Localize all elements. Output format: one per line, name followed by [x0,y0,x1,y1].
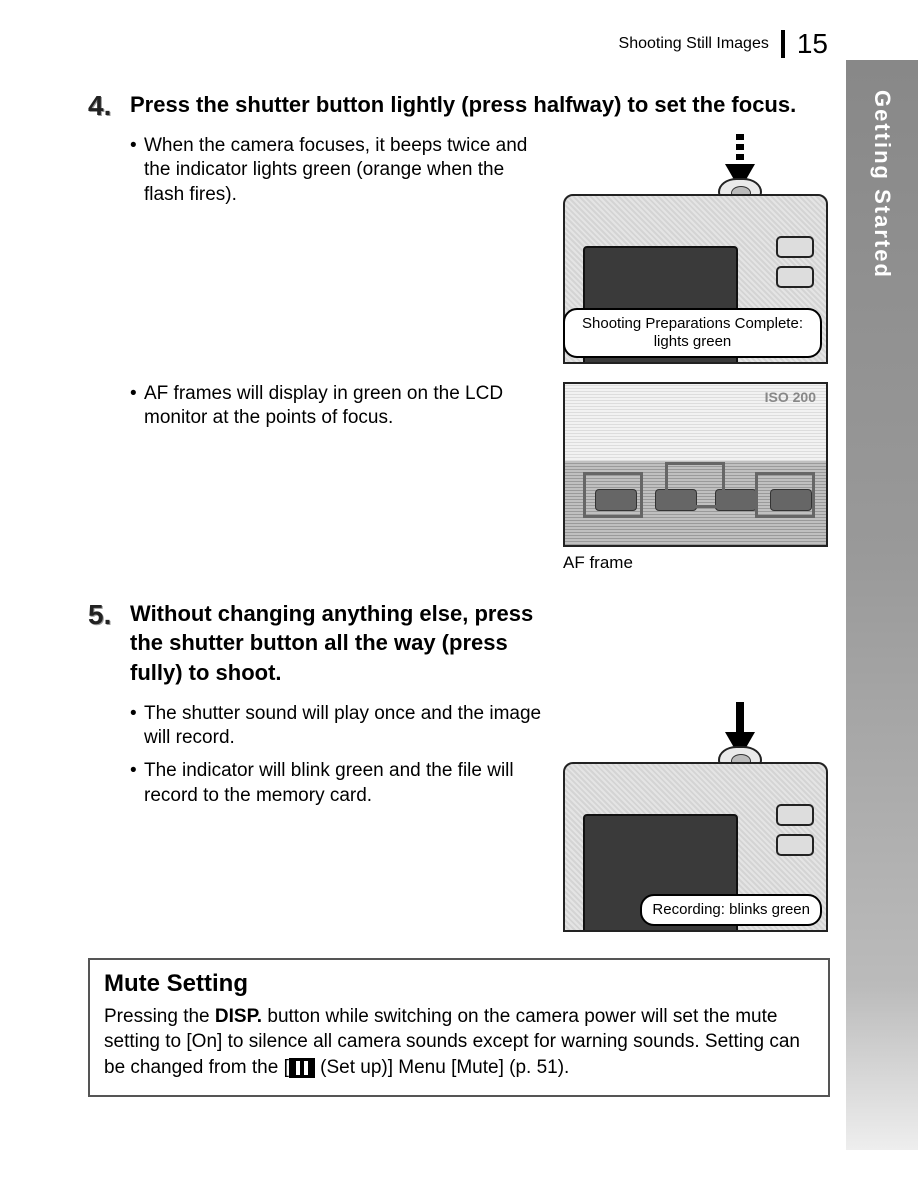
bullet: • AF frames will display in green on the… [130,382,545,431]
bullet-dot: • [130,134,144,208]
bullet-dot: • [130,382,144,431]
camera-button-icon [776,834,814,856]
mute-text: Pressing the DISP. button while switchin… [104,1004,814,1081]
step-5: 5. Without changing anything else, press… [88,599,828,932]
step-4-body-row1: • When the camera focuses, it beeps twic… [130,134,828,364]
bullet: • The indicator will blink green and the… [130,759,545,808]
header-divider [781,30,785,58]
step-5-heading: Without changing anything else, press th… [130,599,550,688]
bullet-text: The shutter sound will play once and the… [144,702,545,751]
step-4-text-1: • When the camera focuses, it beeps twic… [130,134,545,364]
step-4-figure-lcd: ISO 200 AF frame [563,382,828,573]
page-content: 4. Press the shutter button lightly (pre… [88,90,828,1097]
bullet-text: AF frames will display in green on the L… [144,382,545,431]
step-5-figure-camera: Recording: blinks green [563,702,828,932]
step-4-text-2: • AF frames will display in green on the… [130,382,545,573]
mute-disp-label: DISP. [215,1006,262,1027]
bullet-dot: • [130,702,144,751]
step-4: 4. Press the shutter button lightly (pre… [88,90,828,573]
bullet: • The shutter sound will play once and t… [130,702,545,751]
step-4-heading: Press the shutter button lightly (press … [130,90,828,120]
callout-shooting-prep: Shooting Preparations Complete: lights g… [563,308,822,358]
step-5-number: 5. [88,599,111,631]
setup-icon [289,1058,315,1078]
side-tab: Getting Started [846,60,918,1150]
step-4-body-row2: • AF frames will display in green on the… [130,382,828,573]
camera-button-icon [776,236,814,258]
camera-button-icon [776,266,814,288]
page-number: 15 [797,28,828,60]
step-5-body: • The shutter sound will play once and t… [130,702,828,932]
bullet-text: The indicator will blink green and the f… [144,759,545,808]
mute-text-pre: Pressing the [104,1006,215,1027]
callout-recording: Recording: blinks green [640,894,822,926]
bullet: • When the camera focuses, it beeps twic… [130,134,545,208]
bullet-dot: • [130,759,144,808]
mute-setting-box: Mute Setting Pressing the DISP. button w… [88,958,830,1097]
camera-button-icon [776,804,814,826]
camera-illustration: Shooting Preparations Complete: lights g… [563,134,828,364]
side-tab-label: Getting Started [869,90,895,1150]
page-header: Shooting Still Images 15 [619,28,828,60]
step-5-text: • The shutter sound will play once and t… [130,702,545,932]
step-4-number: 4. [88,90,111,122]
bullet-text: When the camera focuses, it beeps twice … [144,134,545,208]
iso-label: ISO 200 [765,390,816,405]
section-title: Shooting Still Images [619,35,769,53]
mute-title: Mute Setting [104,970,814,998]
step-4-figure-camera: Shooting Preparations Complete: lights g… [563,134,828,364]
lcd-caption: AF frame [563,553,828,573]
camera-illustration: Recording: blinks green [563,702,828,932]
lcd-illustration: ISO 200 [563,382,828,547]
mute-text-post: (Set up)] Menu [Mute] (p. 51). [315,1057,570,1078]
